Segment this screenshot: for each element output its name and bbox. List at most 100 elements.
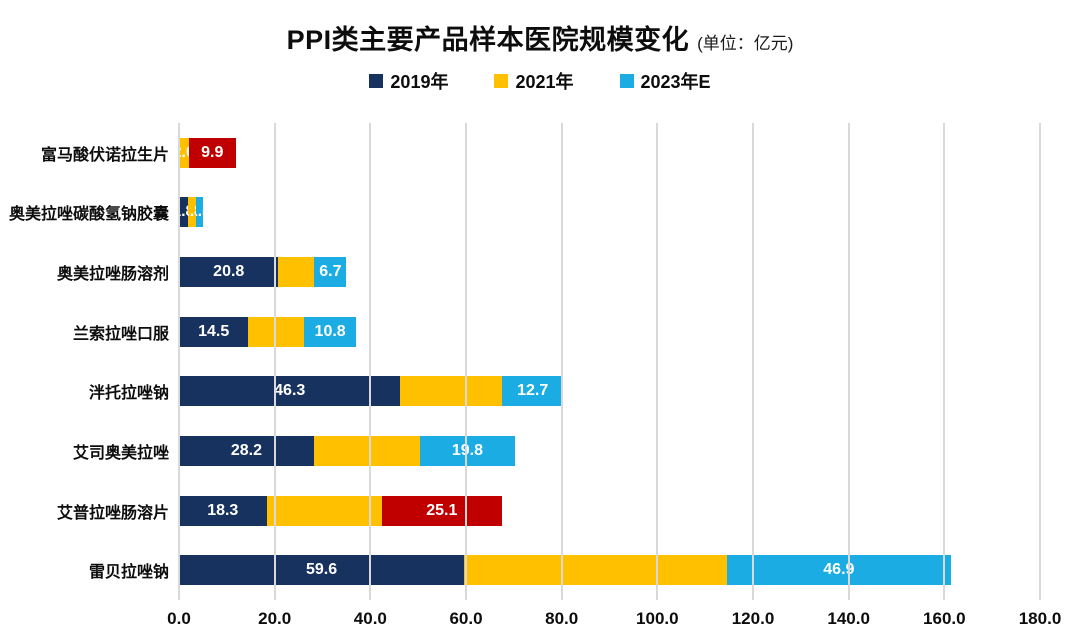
bar-segment bbox=[464, 555, 727, 586]
x-tick-label: 60.0 bbox=[449, 609, 483, 628]
bar-segment bbox=[248, 316, 305, 347]
gridline bbox=[273, 123, 276, 600]
bar-segment: 59.6 bbox=[179, 555, 465, 586]
page-title: PPI类主要产品样本医院规模变化 bbox=[286, 25, 690, 55]
bar-segment: 19.8 bbox=[420, 435, 515, 466]
legend-label-2021: 2021年 bbox=[515, 72, 574, 92]
stacked-bar: 1.81.81.5 bbox=[179, 197, 204, 228]
title-unit-note: (单位：亿元) bbox=[697, 34, 794, 53]
gridline bbox=[369, 123, 372, 600]
stacked-bar: 2.0 9.9 bbox=[179, 137, 236, 168]
bar-segment: 46.3 bbox=[179, 376, 401, 407]
legend-label-2019: 2019年 bbox=[390, 72, 449, 92]
gridline bbox=[943, 123, 946, 600]
value-label: 18.3 bbox=[207, 501, 239, 519]
bar-row: 艾司奥美拉唑 28.2 19.8 bbox=[73, 421, 1040, 481]
category-label: 艾普拉唑肠溶片 bbox=[56, 504, 169, 522]
stacked-bar: 20.8 6.7 bbox=[179, 257, 347, 288]
legend-item-2019: 2019年 bbox=[369, 68, 448, 94]
legend: 2019年 2021年 2023年E bbox=[0, 68, 1080, 94]
value-label: 2.0 bbox=[179, 143, 189, 161]
legend-swatch-2023-icon bbox=[619, 74, 634, 88]
value-label: 28.2 bbox=[230, 441, 262, 459]
gridline bbox=[178, 123, 180, 600]
x-tick-label: 0.0 bbox=[167, 609, 191, 628]
value-label: 19.8 bbox=[451, 441, 483, 459]
gridline bbox=[560, 123, 563, 600]
bar-segment: 2.0 bbox=[179, 137, 189, 168]
bar-segment: 14.5 bbox=[179, 316, 249, 347]
category-label: 艾司奥美拉唑 bbox=[72, 444, 169, 462]
plot-area: 富马酸伏诺拉生片2.09.9奥美拉唑碳酸氢钠胶囊1.81.81.5奥美拉唑肠溶剂… bbox=[9, 123, 1061, 628]
value-label: 20.8 bbox=[213, 263, 245, 281]
bar-segment bbox=[278, 257, 315, 288]
x-tick-label: 80.0 bbox=[545, 609, 579, 628]
value-label: 1.8 bbox=[179, 203, 188, 221]
value-label: 1.5 bbox=[196, 203, 203, 221]
stacked-bar: 18.3 25.1 bbox=[179, 495, 502, 526]
stacked-bar: 28.2 19.8 bbox=[179, 435, 515, 466]
bar-segment: 46.9 bbox=[726, 555, 951, 586]
category-label: 泮托拉唑钠 bbox=[88, 385, 169, 403]
stacked-bar: 46.3 12.7 bbox=[179, 376, 564, 407]
bar-segment: 28.2 bbox=[179, 435, 314, 466]
value-label: 12.7 bbox=[517, 382, 549, 400]
value-label: 6.7 bbox=[319, 263, 342, 281]
stacked-bar: 14.5 10.8 bbox=[179, 316, 356, 347]
category-label: 兰索拉唑口服 bbox=[72, 325, 169, 343]
value-label: 1.8 bbox=[188, 203, 197, 221]
category-label: 富马酸伏诺拉生片 bbox=[40, 146, 169, 164]
category-label: 奥美拉唑碳酸氢钠胶囊 bbox=[8, 206, 169, 224]
value-label: 46.3 bbox=[274, 382, 306, 400]
bar-segment: 20.8 bbox=[179, 257, 279, 288]
x-tick-label: 100.0 bbox=[636, 609, 679, 628]
category-label: 雷贝拉唑钠 bbox=[88, 564, 169, 582]
bar-segment bbox=[266, 495, 382, 526]
x-tick-label: 40.0 bbox=[353, 609, 387, 628]
gridline bbox=[752, 123, 754, 600]
bar-row: 兰索拉唑口服 14.5 10.8 bbox=[73, 302, 1040, 362]
x-tick-label: 160.0 bbox=[923, 609, 966, 628]
value-label: 14.5 bbox=[198, 322, 230, 340]
bar-row: 泮托拉唑钠 46.3 12.7 bbox=[89, 362, 1040, 422]
x-tick-label: 180.0 bbox=[1018, 609, 1062, 628]
value-label: 46.9 bbox=[823, 561, 855, 579]
bar-segment bbox=[313, 435, 421, 466]
bar-segment: 18.3 bbox=[179, 495, 267, 526]
gridline bbox=[656, 123, 659, 600]
gridline bbox=[1039, 123, 1041, 600]
value-label: 10.8 bbox=[314, 322, 346, 340]
bar-segment: 1.8 bbox=[179, 197, 188, 228]
category-label: 奥美拉唑肠溶剂 bbox=[56, 266, 169, 284]
bar-segment: 1.8 bbox=[187, 197, 197, 228]
bar-rows: 富马酸伏诺拉生片2.09.9奥美拉唑碳酸氢钠胶囊1.81.81.5奥美拉唑肠溶剂… bbox=[9, 123, 1040, 600]
bar-segment: 10.8 bbox=[304, 316, 356, 347]
legend-item-2021: 2021年 bbox=[494, 68, 574, 94]
bar-segment: 12.7 bbox=[502, 376, 564, 407]
chart-header: PPI类主要产品样本医院规模变化 (单位：亿元) bbox=[0, 18, 1080, 57]
bar-segment: 9.9 bbox=[188, 137, 236, 168]
gridline bbox=[847, 123, 850, 600]
x-tick-label: 120.0 bbox=[731, 609, 775, 628]
bar-row: 艾普拉唑肠溶片 18.3 25.1 bbox=[57, 481, 1040, 541]
value-label: 25.1 bbox=[426, 501, 458, 519]
x-tick-label: 20.0 bbox=[258, 609, 292, 628]
bar-row: 雷贝拉唑钠 59.6 46.9 bbox=[89, 540, 1040, 600]
bar-segment: 6.7 bbox=[314, 257, 347, 288]
legend-swatch-2019-icon bbox=[369, 74, 384, 88]
bar-segment: 1.5 bbox=[196, 197, 204, 228]
bar-row: 富马酸伏诺拉生片 2.0 9.9 bbox=[41, 123, 1040, 183]
bar-row: 奥美拉唑肠溶剂 20.8 6.7 bbox=[57, 242, 1040, 302]
value-label: 59.6 bbox=[305, 561, 338, 579]
stacked-bar: 59.6 46.9 bbox=[179, 555, 951, 586]
value-label: 9.9 bbox=[201, 143, 224, 161]
bar-segment: 25.1 bbox=[381, 495, 502, 526]
legend-item-2023: 2023年E bbox=[619, 68, 711, 94]
x-tick-label: 140.0 bbox=[827, 609, 870, 628]
bar-row: 奥美拉唑碳酸氢钠胶囊1.81.81.5 bbox=[9, 183, 1040, 243]
gridline bbox=[465, 123, 467, 600]
legend-swatch-2021-icon bbox=[494, 74, 509, 88]
bar-segment bbox=[400, 376, 503, 407]
legend-label-2023: 2023年E bbox=[640, 72, 711, 92]
